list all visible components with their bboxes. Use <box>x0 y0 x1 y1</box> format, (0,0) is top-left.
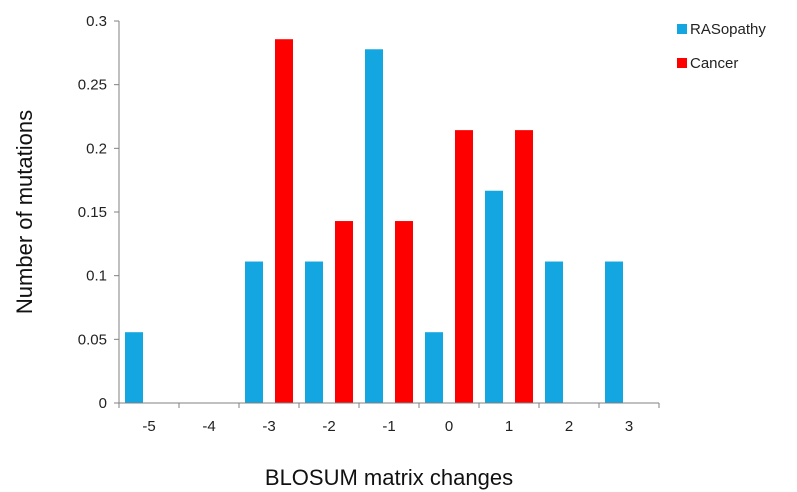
x-tick-label: 2 <box>565 418 573 435</box>
bar-cancer-1 <box>515 130 533 403</box>
bar-rasopathy-0 <box>425 332 443 403</box>
legend-swatch-cancer <box>677 58 687 68</box>
legend-swatch-rasopathy <box>677 24 687 34</box>
y-tick-label: 0 <box>99 395 107 412</box>
bar-rasopathy--3 <box>245 261 263 403</box>
x-tick-label: -4 <box>202 418 215 435</box>
axes-group <box>118 21 659 404</box>
legend: RASopathy Cancer <box>677 21 766 72</box>
x-ticks-group: -5 -4 -3 -2 -1 0 1 2 3 <box>118 403 660 435</box>
x-axis-title: BLOSUM matrix changes <box>265 465 513 490</box>
bar-cancer--1 <box>395 221 413 403</box>
bar-cancer-0 <box>455 130 473 403</box>
x-tick-label: 1 <box>505 418 513 435</box>
bars-group <box>125 39 623 403</box>
bar-rasopathy-3 <box>605 261 623 403</box>
bar-cancer--3 <box>275 39 293 403</box>
y-tick-label: 0.1 <box>86 268 107 285</box>
bar-rasopathy--1 <box>365 49 383 403</box>
bar-rasopathy--2 <box>305 261 323 403</box>
legend-label-cancer: Cancer <box>690 55 738 72</box>
y-axis-title: Number of mutations <box>12 110 37 314</box>
x-tick-label: -3 <box>262 418 275 435</box>
bar-rasopathy--5 <box>125 332 143 403</box>
x-tick-label: 3 <box>625 418 633 435</box>
bar-rasopathy-1 <box>485 190 503 403</box>
x-tick-label: -1 <box>382 418 395 435</box>
y-tick-label: 0.3 <box>86 13 107 30</box>
bar-cancer--2 <box>335 221 353 403</box>
bar-rasopathy-2 <box>545 261 563 403</box>
y-ticks-group: 0 0.05 0.1 0.15 0.2 0.25 0.3 <box>78 13 119 412</box>
x-tick-label: -5 <box>142 418 155 435</box>
x-tick-label: 0 <box>445 418 453 435</box>
x-tick-label: -2 <box>322 418 335 435</box>
legend-label-rasopathy: RASopathy <box>690 21 766 38</box>
y-tick-label: 0.15 <box>78 204 107 221</box>
y-tick-label: 0.25 <box>78 77 107 94</box>
y-tick-label: 0.2 <box>86 140 107 157</box>
y-tick-label: 0.05 <box>78 331 107 348</box>
